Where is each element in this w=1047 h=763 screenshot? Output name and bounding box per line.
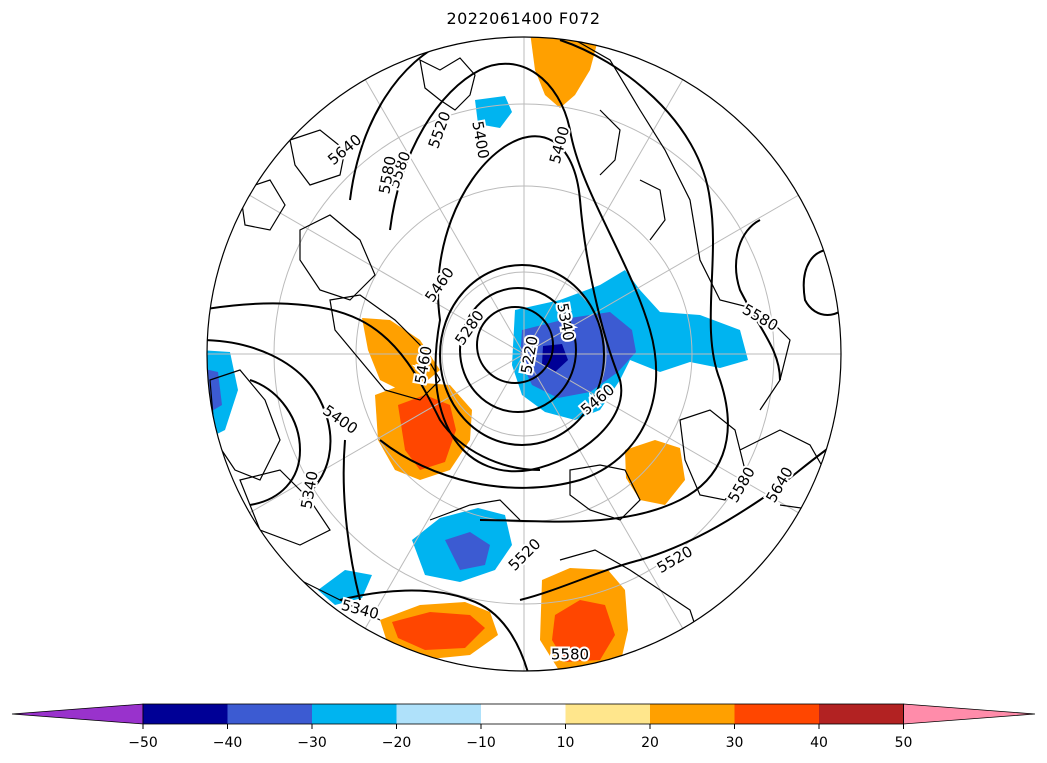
colorbar-tick-label: −30 [297,735,327,751]
colorbar-tick-label: 20 [641,735,659,751]
colorbar-tick-label: −20 [381,735,412,751]
contour-label: 5580 [551,646,589,664]
colorbar-segment [734,704,819,724]
colorbar-tick-label: −10 [466,735,496,751]
colorbar-segment [650,704,735,724]
colorbar-tick-label: −40 [212,735,243,751]
colorbar-tick-label: 40 [810,735,828,751]
colorbar-segment [143,704,228,724]
colorbar-tick-label: 50 [894,735,913,751]
contour-label-halo: 5580 [551,646,589,664]
colorbar-segment [227,704,312,724]
colorbar-segment [565,704,650,724]
colorbar-frame [142,703,904,725]
colorbar-segment [396,704,481,724]
colorbar-tick-label: −50 [128,735,158,751]
colorbar-segment [819,704,904,724]
colorbar-extend-high [903,703,1036,725]
colorbar [11,703,1036,729]
map-title: 2022061400 F072 [446,9,601,28]
colorbar-tick-label: 10 [556,735,575,751]
colorbar-extend-low [11,703,144,725]
colorbar-segment [481,704,566,724]
map-boundary [206,36,842,672]
anomaly-shading [207,37,748,671]
colorbar-tick-label: 30 [725,735,744,751]
contour-label-halo: 5340 [553,302,577,343]
colorbar-segment [312,704,397,724]
